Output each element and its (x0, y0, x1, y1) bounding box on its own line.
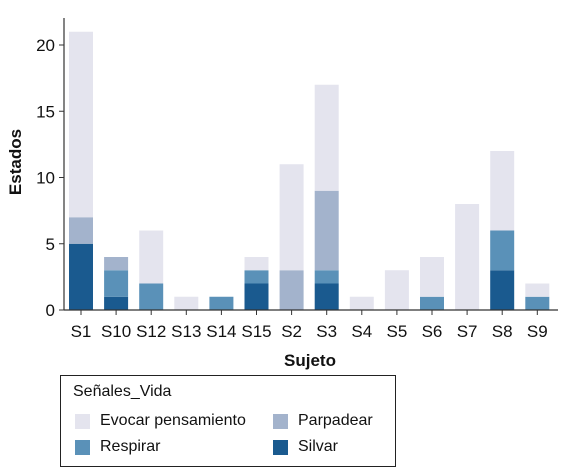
bar-s6-respirar (420, 296, 444, 310)
x-tick-label: S14 (206, 322, 236, 341)
bar-s3-evocar-pensamiento (314, 84, 339, 191)
legend-item-silvar: Silvar (273, 438, 338, 456)
bar-s2-evocar-pensamiento (279, 164, 304, 271)
bar-s10-parpadear (104, 257, 129, 271)
x-tick-label: S2 (281, 322, 302, 341)
stacked-bar-chart: S1 S10 S12 S13 S14 S15 S2 S3 S4 S5 S6 S7 S8 S9 0 5 10 15 2… (6, 18, 558, 370)
legend: Señales_Vida Evocar pensamiento Parpadea… (60, 375, 396, 467)
bar-s1-silvar (69, 243, 93, 310)
bar-s10-silvar (104, 296, 129, 310)
bar-s12-respirar (139, 283, 164, 310)
y-tick-label: 0 (46, 301, 55, 320)
x-tick-label: S5 (387, 322, 408, 341)
y-tick-label: 20 (36, 36, 55, 55)
legend-label-evocar: Evocar pensamiento (100, 412, 246, 429)
x-tick-label: S12 (136, 322, 166, 341)
bar-s15-respirar (244, 270, 269, 284)
axes-group: S1 S10 S12 S13 S14 S15 S2 S3 S4 S5 S6 S7 S8 S9 0 5 10 15 2… (36, 18, 558, 341)
x-tick-label: S3 (316, 322, 337, 341)
legend-item-evocar: Evocar pensamiento (75, 412, 246, 430)
bar-s3-respirar (314, 270, 339, 284)
legend-swatch-parpadear (273, 413, 288, 429)
bar-s9-respirar (525, 296, 550, 310)
legend-label-respirar: Respirar (100, 438, 161, 455)
x-tick-label: S7 (457, 322, 478, 341)
bar-s1-evocar-pensamiento (69, 31, 93, 218)
x-tick-label: S13 (171, 322, 201, 341)
x-tick-label: S10 (101, 322, 131, 341)
bar-s9-evocar-pensamiento (525, 283, 550, 297)
legend-label-silvar: Silvar (298, 438, 339, 455)
bar-s10-respirar (104, 270, 129, 297)
bar-s6-evocar-pensamiento (420, 257, 444, 297)
x-tick-label: S1 (71, 322, 92, 341)
bar-s13-evocar-pensamiento (174, 296, 199, 310)
x-tick-label: S15 (241, 322, 271, 341)
bar-s15-silvar (244, 283, 269, 310)
bar-s2-parpadear (279, 270, 304, 310)
bar-s7-evocar-pensamiento (455, 204, 480, 310)
bars-group (69, 31, 550, 310)
bar-s1-parpadear (69, 217, 93, 244)
bar-s12-evocar-pensamiento (139, 230, 164, 284)
x-tick-label: S6 (422, 322, 443, 341)
legend-swatch-evocar (75, 413, 90, 429)
legend-title: Señales_Vida (73, 383, 172, 400)
legend-swatch-silvar (273, 439, 288, 455)
bar-s14-respirar (209, 296, 234, 310)
bar-s3-parpadear (314, 190, 339, 271)
bar-s3-silvar (314, 283, 339, 310)
x-axis-title: Sujeto (284, 351, 336, 370)
x-tick-label: S8 (492, 322, 513, 341)
bar-s8-silvar (490, 270, 515, 310)
y-axis-title: Estados (6, 129, 25, 195)
legend-label-parpadear: Parpadear (298, 412, 373, 429)
x-tick-label: S9 (527, 322, 548, 341)
legend-swatch-respirar (75, 439, 90, 455)
y-tick-label: 5 (46, 235, 55, 254)
y-tick-label: 10 (36, 169, 55, 188)
legend-item-respirar: Respirar (75, 438, 160, 456)
bar-s8-evocar-pensamiento (490, 151, 515, 231)
legend-item-parpadear: Parpadear (273, 412, 373, 430)
x-tick-label: S4 (351, 322, 372, 341)
bar-s15-evocar-pensamiento (244, 257, 269, 271)
y-tick-label: 15 (36, 102, 55, 121)
bar-s4-evocar-pensamiento (349, 296, 374, 310)
bar-s5-evocar-pensamiento (384, 270, 409, 310)
bar-s8-respirar (490, 230, 515, 271)
